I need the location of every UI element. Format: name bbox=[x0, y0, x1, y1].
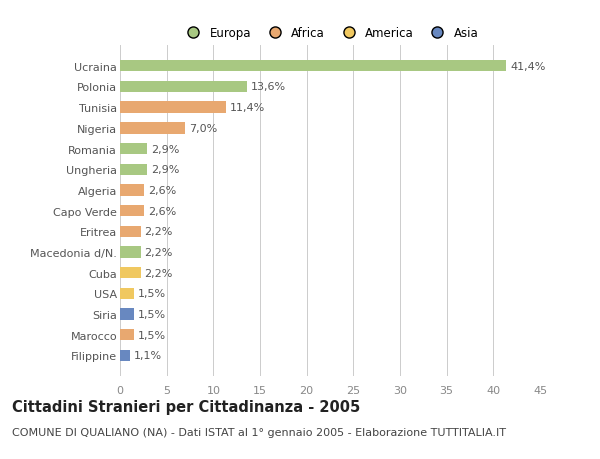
Bar bbox=[120, 102, 226, 113]
Bar bbox=[120, 206, 144, 217]
Bar bbox=[120, 330, 134, 341]
Bar bbox=[120, 185, 144, 196]
Text: 2,2%: 2,2% bbox=[144, 227, 173, 237]
Bar bbox=[120, 144, 147, 155]
Bar bbox=[120, 61, 506, 72]
Text: 2,2%: 2,2% bbox=[144, 247, 173, 257]
Text: 2,9%: 2,9% bbox=[151, 165, 179, 175]
Text: 41,4%: 41,4% bbox=[510, 62, 545, 72]
Text: 1,5%: 1,5% bbox=[138, 289, 166, 299]
Bar bbox=[120, 247, 140, 258]
Bar bbox=[120, 226, 140, 237]
Text: 1,1%: 1,1% bbox=[134, 351, 162, 361]
Text: 1,5%: 1,5% bbox=[138, 309, 166, 319]
Text: 2,2%: 2,2% bbox=[144, 268, 173, 278]
Bar bbox=[120, 350, 130, 361]
Text: Cittadini Stranieri per Cittadinanza - 2005: Cittadini Stranieri per Cittadinanza - 2… bbox=[12, 399, 360, 414]
Text: 7,0%: 7,0% bbox=[189, 123, 217, 134]
Text: COMUNE DI QUALIANO (NA) - Dati ISTAT al 1° gennaio 2005 - Elaborazione TUTTITALI: COMUNE DI QUALIANO (NA) - Dati ISTAT al … bbox=[12, 427, 506, 437]
Text: 1,5%: 1,5% bbox=[138, 330, 166, 340]
Bar bbox=[120, 164, 147, 175]
Text: 11,4%: 11,4% bbox=[230, 103, 265, 113]
Text: 2,6%: 2,6% bbox=[148, 185, 176, 196]
Bar bbox=[120, 82, 247, 93]
Text: 13,6%: 13,6% bbox=[251, 82, 286, 92]
Bar bbox=[120, 288, 134, 299]
Legend: Europa, Africa, America, Asia: Europa, Africa, America, Asia bbox=[176, 22, 484, 45]
Text: 2,6%: 2,6% bbox=[148, 206, 176, 216]
Bar bbox=[120, 309, 134, 320]
Bar bbox=[120, 268, 140, 279]
Text: 2,9%: 2,9% bbox=[151, 144, 179, 154]
Bar bbox=[120, 123, 185, 134]
